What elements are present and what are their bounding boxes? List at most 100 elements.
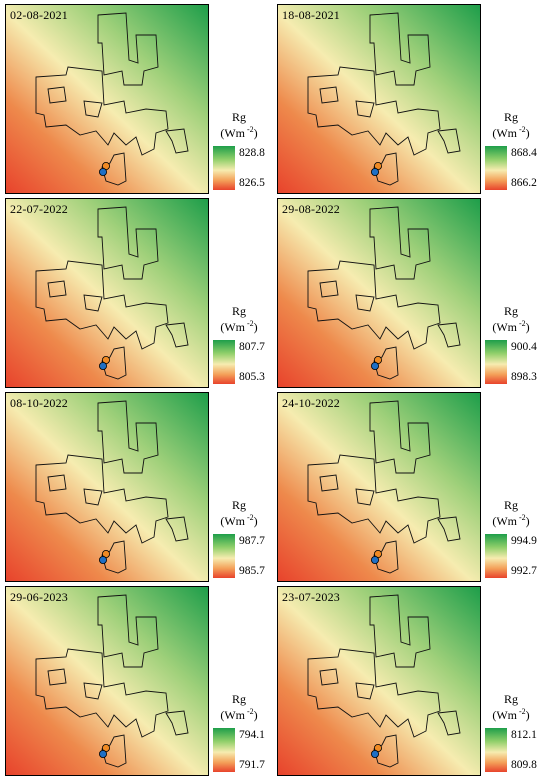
date-label: 08-10-2022: [10, 396, 68, 410]
station-marker-blue: [99, 167, 108, 176]
legend-symbol: Rg: [503, 110, 518, 124]
station-marker-blue: [371, 167, 380, 176]
station-marker-blue: [99, 555, 108, 564]
raster-map: [6, 199, 208, 387]
field-boundary: [307, 206, 461, 380]
legend: Rg (Wm -2) 794.1 791.7: [211, 692, 271, 772]
radiation-raster: [6, 199, 208, 387]
legend-symbol: Rg: [231, 692, 246, 706]
legend-max-value: 994.9: [511, 535, 537, 547]
radiation-raster: [278, 199, 480, 387]
map-panel: 22-07-2022 Rg (Wm -2) 807.7 805.3: [5, 198, 273, 388]
legend-unit: (Wm -2): [492, 513, 530, 528]
color-scale-bar: [485, 340, 507, 384]
radiation-raster: [278, 393, 480, 581]
legend: Rg (Wm -2) 868.4 866.2: [483, 110, 543, 190]
map-frame: 18-08-2021: [277, 4, 481, 194]
radiation-raster: [278, 587, 480, 775]
map-frame: 22-07-2022: [5, 198, 209, 388]
date-label: 24-10-2022: [282, 396, 340, 410]
legend: Rg (Wm -2) 828.8 826.5: [211, 110, 271, 190]
legend-min-value: 992.7: [511, 565, 537, 577]
map-panel: 29-08-2022 Rg (Wm -2) 900.4 898.3: [277, 198, 545, 388]
legend-max-value: 812.1: [511, 729, 537, 741]
legend-max-value: 868.4: [511, 147, 537, 159]
map-frame: 08-10-2022: [5, 392, 209, 582]
legend-unit: (Wm -2): [220, 125, 258, 140]
date-label: 18-08-2021: [282, 8, 340, 22]
legend-symbol: Rg: [231, 110, 246, 124]
legend-max-value: 794.1: [239, 729, 265, 741]
field-boundary: [35, 12, 189, 186]
map-panel: 24-10-2022 Rg (Wm -2) 994.9 992.7: [277, 392, 545, 582]
legend-unit: (Wm -2): [492, 707, 530, 722]
raster-map: [278, 587, 480, 775]
raster-map: [278, 199, 480, 387]
color-scale-bar: [213, 728, 235, 772]
legend-max-value: 828.8: [239, 147, 265, 159]
color-scale-bar: [213, 146, 235, 190]
legend: Rg (Wm -2) 987.7 985.7: [211, 498, 271, 578]
raster-map: [278, 393, 480, 581]
legend-max-value: 987.7: [239, 535, 265, 547]
color-scale-bar: [485, 534, 507, 578]
map-panel: 29-06-2023 Rg (Wm -2) 794.1 791.7: [5, 586, 273, 776]
map-panel: 18-08-2021 Rg (Wm -2) 868.4 866.2: [277, 4, 545, 194]
radiation-raster: [278, 5, 480, 193]
legend-min-value: 791.7: [239, 759, 265, 771]
legend-min-value: 805.3: [239, 371, 265, 383]
station-marker-blue: [371, 361, 380, 370]
legend-unit: (Wm -2): [492, 319, 530, 334]
legend-min-value: 826.5: [239, 177, 265, 189]
map-frame: 02-08-2021: [5, 4, 209, 194]
field-boundary: [307, 12, 461, 186]
field-boundary: [35, 206, 189, 380]
map-frame: 24-10-2022: [277, 392, 481, 582]
radiation-raster: [6, 393, 208, 581]
legend-symbol: Rg: [503, 692, 518, 706]
raster-map: [278, 5, 480, 193]
map-frame: 29-08-2022: [277, 198, 481, 388]
station-marker-blue: [371, 749, 380, 758]
field-boundary: [307, 594, 461, 768]
legend-unit: (Wm -2): [220, 513, 258, 528]
legend-min-value: 898.3: [511, 371, 537, 383]
legend-min-value: 809.8: [511, 759, 537, 771]
legend-min-value: 866.2: [511, 177, 537, 189]
legend-unit: (Wm -2): [220, 319, 258, 334]
date-label: 29-06-2023: [10, 590, 68, 604]
legend-unit: (Wm -2): [220, 707, 258, 722]
legend: Rg (Wm -2) 812.1 809.8: [483, 692, 543, 772]
map-panel: 23-07-2023 Rg (Wm -2) 812.1 809.8: [277, 586, 545, 776]
date-label: 23-07-2023: [282, 590, 340, 604]
map-panel: 08-10-2022 Rg (Wm -2) 987.7 985.7: [5, 392, 273, 582]
color-scale-bar: [213, 340, 235, 384]
legend: Rg (Wm -2) 807.7 805.3: [211, 304, 271, 384]
color-scale-bar: [485, 146, 507, 190]
radiation-raster: [6, 587, 208, 775]
color-scale-bar: [485, 728, 507, 772]
legend-symbol: Rg: [231, 498, 246, 512]
field-boundary: [35, 594, 189, 768]
legend-min-value: 985.7: [239, 565, 265, 577]
field-boundary: [307, 400, 461, 574]
color-scale-bar: [213, 534, 235, 578]
date-label: 29-08-2022: [282, 202, 340, 216]
legend: Rg (Wm -2) 900.4 898.3: [483, 304, 543, 384]
map-frame: 23-07-2023: [277, 586, 481, 776]
map-frame: 29-06-2023: [5, 586, 209, 776]
date-label: 22-07-2022: [10, 202, 68, 216]
raster-map: [6, 5, 208, 193]
station-marker-blue: [371, 555, 380, 564]
station-marker-blue: [99, 749, 108, 758]
map-panel: 02-08-2021 Rg (Wm -2) 828.8 826.5: [5, 4, 273, 194]
legend-unit: (Wm -2): [492, 125, 530, 140]
raster-map: [6, 393, 208, 581]
legend-symbol: Rg: [503, 304, 518, 318]
radiation-raster: [6, 5, 208, 193]
legend: Rg (Wm -2) 994.9 992.7: [483, 498, 543, 578]
station-marker-blue: [99, 361, 108, 370]
legend-max-value: 807.7: [239, 341, 265, 353]
legend-max-value: 900.4: [511, 341, 537, 353]
legend-symbol: Rg: [231, 304, 246, 318]
